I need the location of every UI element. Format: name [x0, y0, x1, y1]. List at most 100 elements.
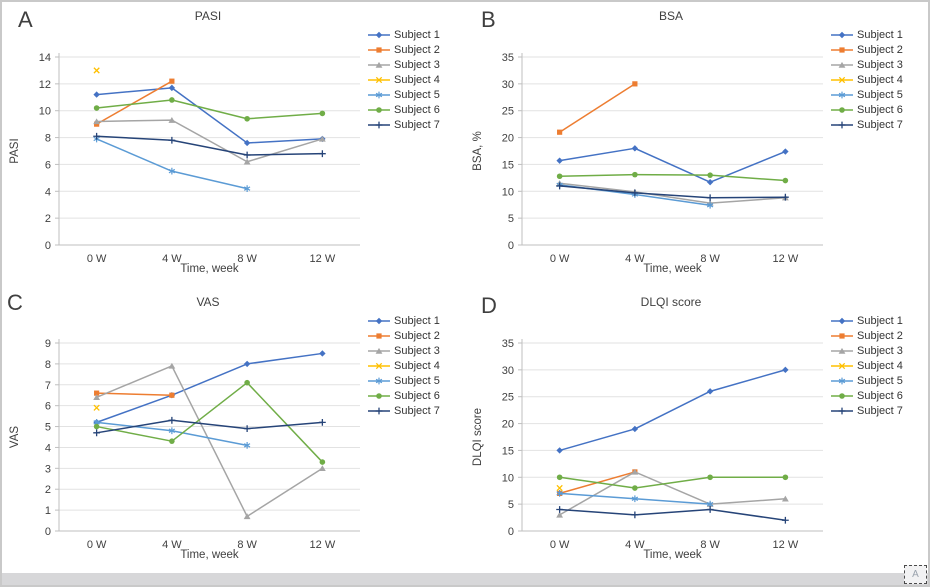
plot-area-pasi: 0 2 4 6 8 10 12 14 0 W 4 W 8 W 12 W [39, 52, 360, 265]
legend-marker-icon [368, 106, 390, 113]
triangle-marker-icon [318, 135, 326, 142]
legend-marker-icon [831, 362, 853, 369]
diamond-marker-icon [782, 366, 789, 374]
legend-marker-icon [368, 407, 390, 414]
legend-label: Subject 1 [857, 28, 903, 41]
y-tick-label: 3 [45, 463, 51, 475]
plus-marker-icon [838, 121, 846, 128]
legend-item-subject-7: Subject 7 [368, 117, 440, 132]
circle-marker-icon [93, 105, 100, 111]
y-tick-label: 25 [502, 106, 514, 118]
asterisk-marker-icon [631, 495, 639, 503]
legend-label: Subject 6 [857, 103, 903, 116]
plus-marker-icon [318, 418, 326, 426]
legend-item-subject-5: Subject 5 [831, 87, 903, 102]
circle-marker-icon [839, 106, 845, 113]
x-marker-icon [375, 76, 383, 83]
legend-label: Subject 6 [394, 103, 440, 116]
series-line [559, 508, 786, 521]
triangle-marker-icon [375, 61, 383, 68]
series-line [559, 182, 786, 204]
y-tick-label: 8 [45, 133, 51, 145]
y-tick-label: 20 [502, 419, 514, 431]
diamond-marker-icon [838, 317, 846, 324]
circle-marker-icon [319, 459, 326, 465]
plus-marker-icon [243, 151, 251, 159]
legend-marker-icon [368, 347, 390, 354]
annotation-tool-icon[interactable]: A [904, 565, 927, 584]
legend-item-subject-7: Subject 7 [831, 403, 903, 418]
legend-item-subject-1: Subject 1 [831, 27, 903, 42]
asterisk-marker-icon [556, 490, 563, 497]
legend-item-subject-5: Subject 5 [368, 373, 440, 388]
y-tick-label: 12 [39, 79, 51, 91]
circle-marker-icon [319, 110, 326, 117]
x-axis-title: Time, week [180, 263, 239, 275]
y-tick-label: 4 [45, 186, 51, 198]
plot-area-bsa: 0 5 10 15 20 25 30 35 0 W 4 W 8 W 12 W [502, 52, 823, 265]
legend-item-subject-5: Subject 5 [831, 373, 903, 388]
legend-marker-icon [368, 31, 390, 38]
triangle-marker-icon [243, 158, 251, 165]
legend-item-subject-4: Subject 4 [831, 72, 903, 87]
legend-label: Subject 4 [857, 73, 903, 86]
x-tick-label: 0 W [87, 253, 107, 265]
circle-marker-icon [169, 97, 175, 103]
square-marker-icon [839, 46, 845, 53]
legend-marker-icon [368, 317, 390, 324]
series-line [96, 419, 323, 434]
y-tick-label: 10 [39, 106, 51, 118]
panel-label-c: C [7, 290, 23, 315]
panel-label-d: D [481, 293, 497, 318]
legend-marker-icon [831, 332, 853, 339]
x-marker-icon [93, 67, 100, 74]
y-tick-label: 5 [508, 499, 514, 511]
legend-marker-icon [831, 347, 853, 354]
legend-item-subject-6: Subject 6 [831, 388, 903, 403]
plus-marker-icon [375, 407, 383, 414]
diamond-marker-icon [243, 360, 251, 368]
y-tick-label: 2 [45, 213, 51, 225]
circle-marker-icon [707, 172, 713, 178]
triangle-marker-icon [318, 465, 326, 472]
legend-label: Subject 3 [394, 58, 440, 71]
legend-item-subject-1: Subject 1 [368, 27, 440, 42]
y-tick-label: 30 [502, 365, 514, 377]
diamond-marker-icon [556, 157, 563, 164]
chart-title-pasi: PASI [194, 9, 222, 23]
chart-panel-d: D DLQI score DLQI score 0 5 10 15 20 25 30 35 0 … [465, 288, 928, 573]
y-tick-label: 35 [502, 338, 514, 350]
diamond-marker-icon [631, 425, 639, 433]
square-marker-icon [376, 332, 382, 339]
square-marker-icon [169, 392, 175, 398]
legend-marker-icon [368, 377, 390, 384]
square-marker-icon [557, 129, 563, 135]
x-marker-icon [838, 76, 846, 83]
y-tick-label: 20 [502, 133, 514, 145]
triangle-marker-icon [243, 513, 251, 520]
legend-item-subject-1: Subject 1 [831, 313, 903, 328]
legend-marker-icon [368, 61, 390, 68]
x-tick-label: 8 W [700, 539, 720, 551]
legend-item-subject-3: Subject 3 [831, 57, 903, 72]
triangle-marker-icon [168, 117, 176, 123]
series-line [96, 135, 323, 156]
legend-item-subject-7: Subject 7 [368, 403, 440, 418]
diamond-marker-icon [93, 91, 100, 98]
y-tick-label: 5 [508, 213, 514, 225]
legend-label: Subject 1 [394, 28, 440, 41]
triangle-marker-icon [631, 468, 639, 475]
asterisk-marker-icon [838, 377, 846, 384]
asterisk-marker-icon [838, 91, 846, 98]
circle-marker-icon [169, 438, 175, 444]
plus-marker-icon [706, 506, 714, 513]
asterisk-marker-icon [706, 201, 714, 209]
series-line [96, 365, 323, 518]
circle-marker-icon [376, 392, 382, 399]
plus-marker-icon [168, 416, 176, 424]
legend-item-subject-6: Subject 6 [831, 102, 903, 117]
triangle-marker-icon [781, 495, 789, 502]
legend-item-subject-3: Subject 3 [368, 57, 440, 72]
x-axis-title: Time, week [180, 549, 239, 561]
x-tick-label: 8 W [237, 539, 257, 551]
